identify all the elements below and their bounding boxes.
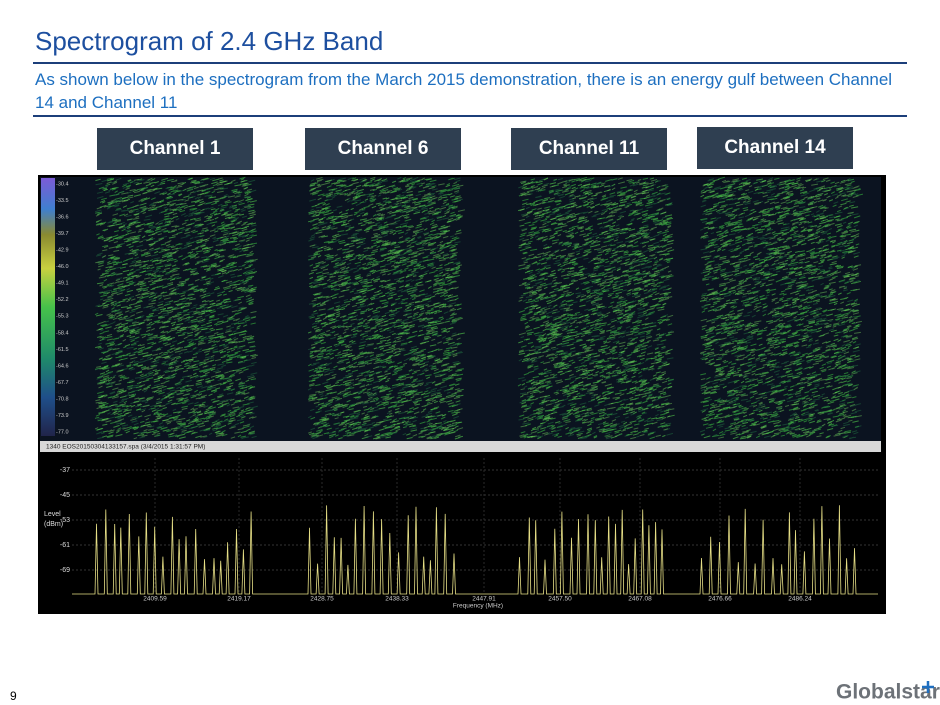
colorbar-label: -73.9 [56,413,69,419]
x-tick-label: 2457.50 [548,596,572,603]
spectrogram-texture [94,176,862,440]
colorbar-label: -55.3 [56,314,69,320]
channel-label: Channel 14 [697,127,853,169]
channel-label: Channel 1 [97,128,253,170]
colorbar-label: -36.6 [56,215,69,221]
spectrogram-texture [94,176,862,440]
colorbar-label: -30.4 [56,181,69,187]
page-number: 9 [10,689,17,703]
colorbar-label: -70.8 [56,396,69,402]
colorbar-label: -49.1 [56,281,69,287]
y-tick-label: -45 [60,492,70,499]
colorbar-label: -33.5 [56,198,69,204]
subtitle-rule [33,115,907,117]
x-tick-label: 2467.08 [628,596,652,603]
y-axis-title: Level [44,511,61,518]
channel-label: Channel 6 [305,128,461,170]
y-tick-label: -61 [60,542,70,549]
colorbar-label: -46.0 [56,264,69,270]
colorbar-label: -77.0 [56,429,69,435]
slide-title: Spectrogram of 2.4 GHz Band [35,26,384,56]
caption-bar [40,441,881,452]
caption: 1340 EOS20150304133157.spa (3/4/2015 1:3… [46,444,205,451]
spectrum-panel [40,452,881,612]
colorbar-label: -42.9 [56,248,69,254]
x-axis-title: Frequency (MHz) [453,603,503,610]
subtitle: As shown below in the spectrogram from t… [35,70,893,112]
colorbar-label: -64.6 [56,363,69,369]
x-tick-label: 2419.17 [227,596,251,603]
spectrum-trace [72,505,878,595]
logo: Globalstar [836,681,940,704]
colorbar-label: -67.7 [56,380,69,386]
x-tick-label: 2486.24 [788,596,812,603]
y-tick-label: -69 [60,567,70,574]
x-tick-label: 2409.59 [143,596,167,603]
x-tick-label: 2428.75 [310,596,334,603]
x-tick-label: 2476.66 [708,596,732,603]
colorbar [41,178,55,436]
colorbar-label: -39.7 [56,231,69,237]
colorbar-label: -58.4 [56,330,69,336]
channel-label: Channel 11 [511,128,667,170]
logo-plus [922,681,934,693]
y-tick-label: -53 [60,517,70,524]
y-tick-label: -37 [60,467,70,474]
x-tick-label: 2438.33 [385,596,409,603]
x-tick-label: 2447.91 [472,596,496,603]
y-axis-title: (dBm) [44,521,63,528]
spectrogram-texture [94,176,864,440]
title-rule [33,62,907,64]
colorbar-label: -52.2 [56,297,69,303]
colorbar-label: -61.5 [56,347,69,353]
